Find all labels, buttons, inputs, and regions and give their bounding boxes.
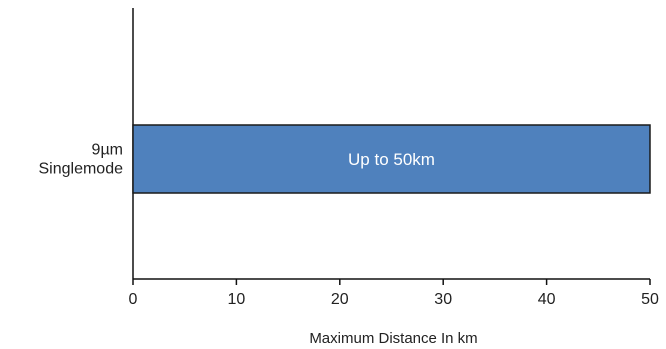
category-label: 9µm Singlemode [39,142,124,178]
category-labels: 9µm Singlemode [39,142,124,178]
x-tick-label: 40 [538,291,556,308]
category-label-line: Singlemode [39,161,124,178]
x-tick-label: 20 [331,291,349,308]
category-label-line: 9µm [92,142,123,159]
bars-group: Up to 50km [132,124,651,194]
x-tick-label: 0 [129,291,138,308]
x-tick-label: 30 [434,291,452,308]
x-tick-label: 50 [641,291,659,308]
bar-data-label: Up to 50km [348,150,435,169]
bar [132,124,651,194]
x-axis-ticks: 0 10 20 30 40 50 [129,279,659,308]
x-axis-title: Maximum Distance In km [309,330,477,347]
x-tick-label: 10 [228,291,246,308]
